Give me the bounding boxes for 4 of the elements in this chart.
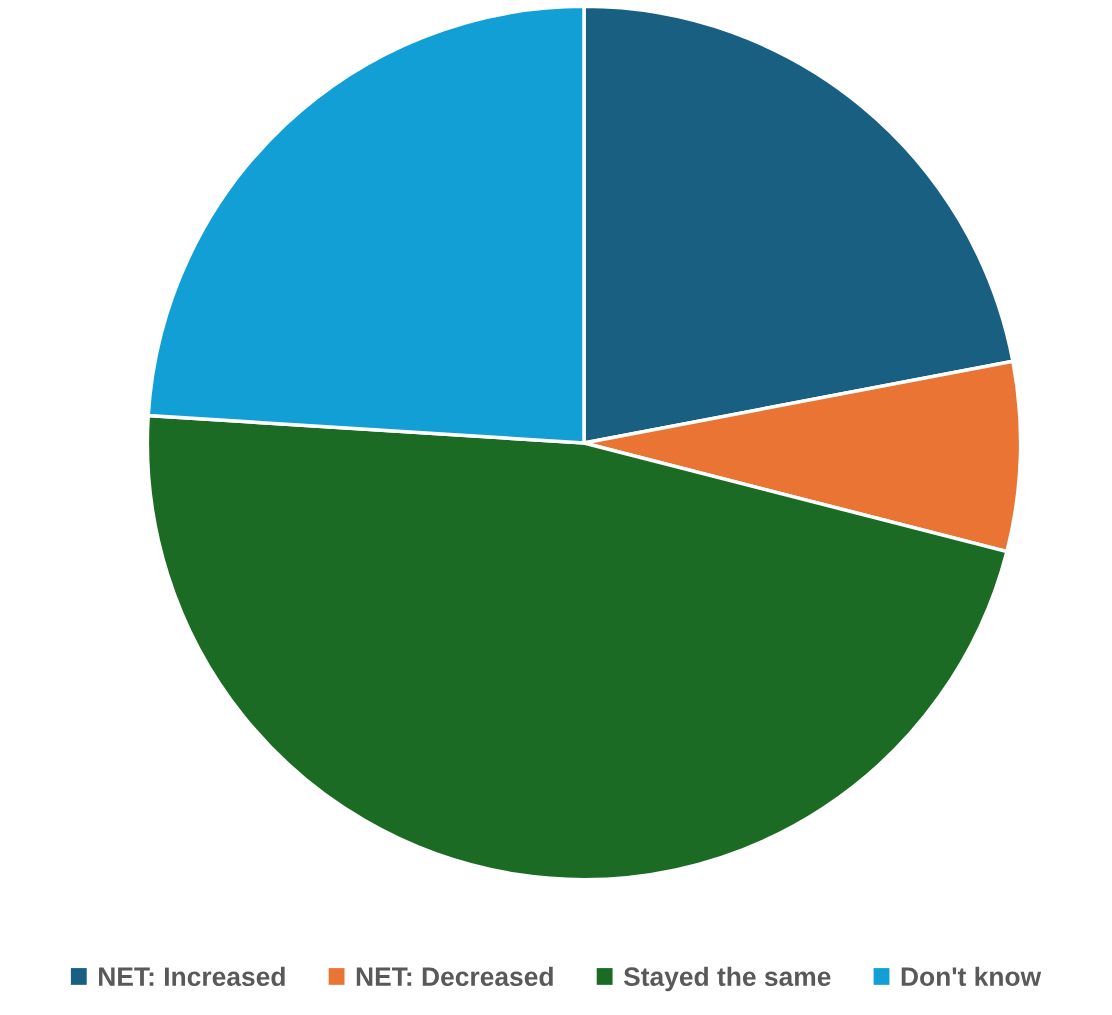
legend-label: NET: Decreased: [356, 966, 553, 987]
legend-label: NET: Increased: [99, 966, 285, 987]
legend-label: Stayed the same: [623, 966, 831, 992]
legend-label: Don't know: [901, 966, 1042, 987]
